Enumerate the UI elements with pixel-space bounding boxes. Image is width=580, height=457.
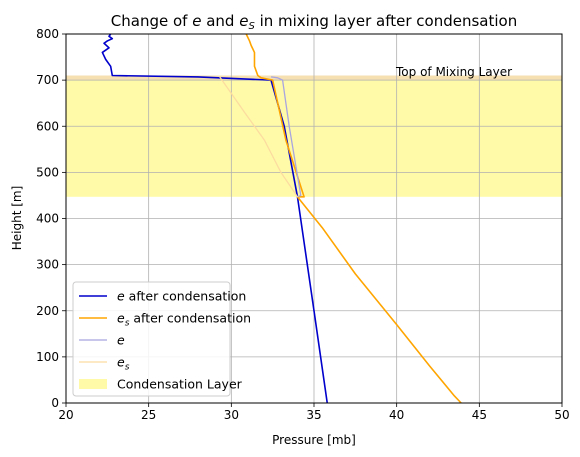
y-tick-label: 100 xyxy=(36,350,59,364)
y-tick-label: 200 xyxy=(36,304,59,318)
x-tick-label: 20 xyxy=(58,408,73,422)
x-axis-label: Pressure [mb] xyxy=(272,433,356,447)
series-line-1 xyxy=(245,33,462,404)
y-tick-label: 400 xyxy=(36,212,59,226)
legend-label: Condensation Layer xyxy=(117,377,243,392)
y-axis-label: Height [m] xyxy=(10,186,24,251)
y-tick-label: 800 xyxy=(36,27,59,41)
chart-title: Change of e and eS in mixing layer after… xyxy=(111,12,517,32)
y-tick-label: 700 xyxy=(36,73,59,87)
x-tick-label: 30 xyxy=(224,408,239,422)
legend-swatch-band xyxy=(79,379,107,389)
top-of-mixing-layer-annotation: Top of Mixing Layer xyxy=(395,65,512,79)
x-tick-label: 25 xyxy=(141,408,156,422)
legend-label: e xyxy=(117,333,125,348)
x-tick-label: 45 xyxy=(472,408,487,422)
x-tick-label: 35 xyxy=(306,408,321,422)
y-tick-label: 0 xyxy=(51,396,59,410)
x-tick-label: 40 xyxy=(389,408,404,422)
series-line-2 xyxy=(270,76,302,198)
y-tick-label: 500 xyxy=(36,165,59,179)
y-tick-label: 300 xyxy=(36,258,59,272)
series-line-0 xyxy=(101,33,329,404)
x-tick-label: 50 xyxy=(554,408,569,422)
legend-label: es after condensation xyxy=(117,311,251,329)
legend-box xyxy=(72,281,231,397)
y-tick-label: 600 xyxy=(36,119,59,133)
legend-label: e after condensation xyxy=(117,289,246,304)
series-line-3 xyxy=(219,76,299,198)
legend: e after condensation es after condensatio… xyxy=(72,281,251,397)
legend-label: es xyxy=(117,355,130,373)
